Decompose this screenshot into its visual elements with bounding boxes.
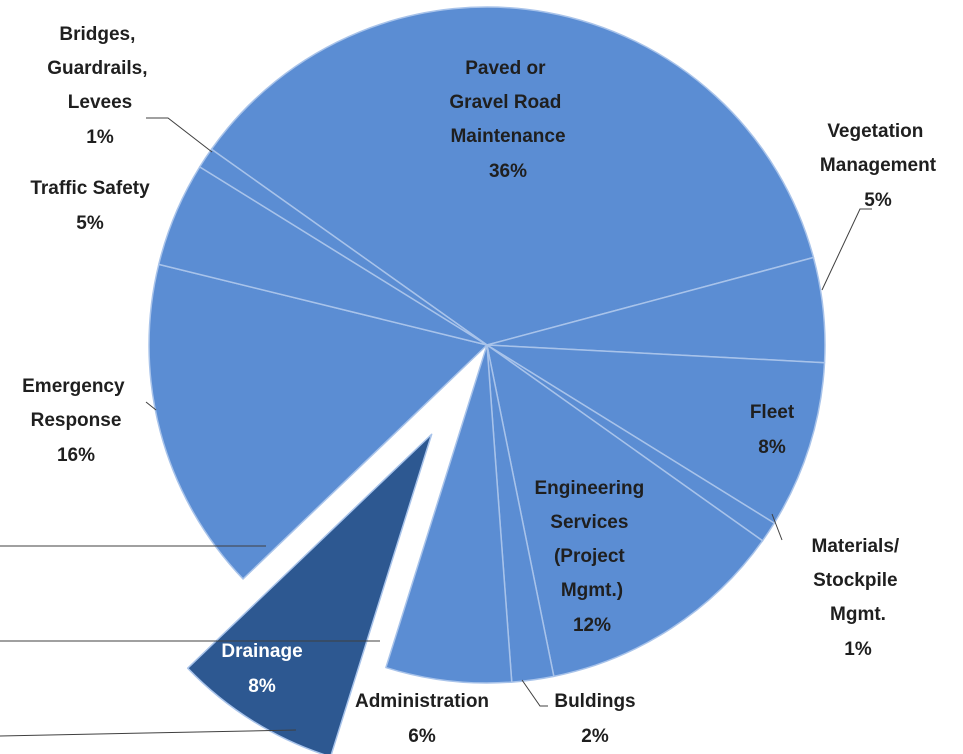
leader-lines [0,117,872,737]
slice-label: Vegetation Management [820,121,937,176]
label-line: Mgmt. [830,604,886,625]
label-line: Mgmt.) [561,580,623,601]
slice-value-label: 1% [844,639,872,660]
label-line: Services [550,512,628,533]
slice-label: Fleet [750,402,795,423]
label-line: Drainage [221,641,302,662]
slice-label: Administration [355,691,489,712]
labels: Paved or Gravel Road Maintenance 36% Veget… [22,24,937,747]
label-line: Gravel Road [449,92,561,113]
pie-slice [210,6,815,346]
leader-line [821,208,872,291]
label-line: Materials/ [812,536,900,557]
leader-line [521,679,548,707]
slice-label: Buldings [554,691,635,712]
pie-slice [385,344,513,684]
label-line: Paved or [465,58,546,79]
slice-label: Traffic Safety [30,178,150,199]
label-line: Fleet [750,402,795,423]
slice-value-label: 8% [248,676,276,697]
leader-line [145,401,157,411]
slice-value-label: 5% [76,213,104,234]
slice-value-label: 6% [408,726,436,747]
slice-label: Bridges, Guardrails, Levees [47,24,153,113]
leader-line [146,117,213,153]
pie-slice [486,344,826,524]
label-line: Guardrails, [47,58,147,79]
slice-value-label: 16% [57,445,95,466]
label-line: Management [820,155,937,176]
pie-slice [198,148,488,346]
label-line: Response [31,410,122,431]
slice-value-label: 5% [864,190,892,211]
pie [148,6,826,754]
label-line: Bridges, [59,24,135,45]
label-line: Vegetation [827,121,923,142]
label-line: Stockpile [813,570,897,591]
leader-line [0,729,297,737]
pie-slice [148,263,488,580]
pie-slice [486,344,764,678]
label-line: Maintenance [450,126,565,147]
label-line: Engineering [534,478,644,499]
label-line: Traffic Safety [30,178,150,199]
label-line: Levees [68,92,132,113]
label-line: (Project [554,546,625,567]
slice-label: Engineering Services (Project Mgmt.) [534,478,649,601]
leader-line [771,513,783,541]
slice-label: Paved or Gravel Road Maintenance [449,58,566,147]
label-line: Emergency [22,376,125,397]
slice-label: Materials/ Stockpile Mgmt. [812,536,905,625]
slice-value-label: 36% [489,161,527,182]
slice-value-label: 2% [581,726,609,747]
slice-value-label: 8% [758,437,786,458]
slice-value-label: 12% [573,615,611,636]
label-line: Administration [355,691,489,712]
slice-label: Drainage [221,641,302,662]
slice-value-label: 1% [86,127,114,148]
slice-label: Emergency Response [22,376,130,431]
label-line: Buldings [554,691,635,712]
